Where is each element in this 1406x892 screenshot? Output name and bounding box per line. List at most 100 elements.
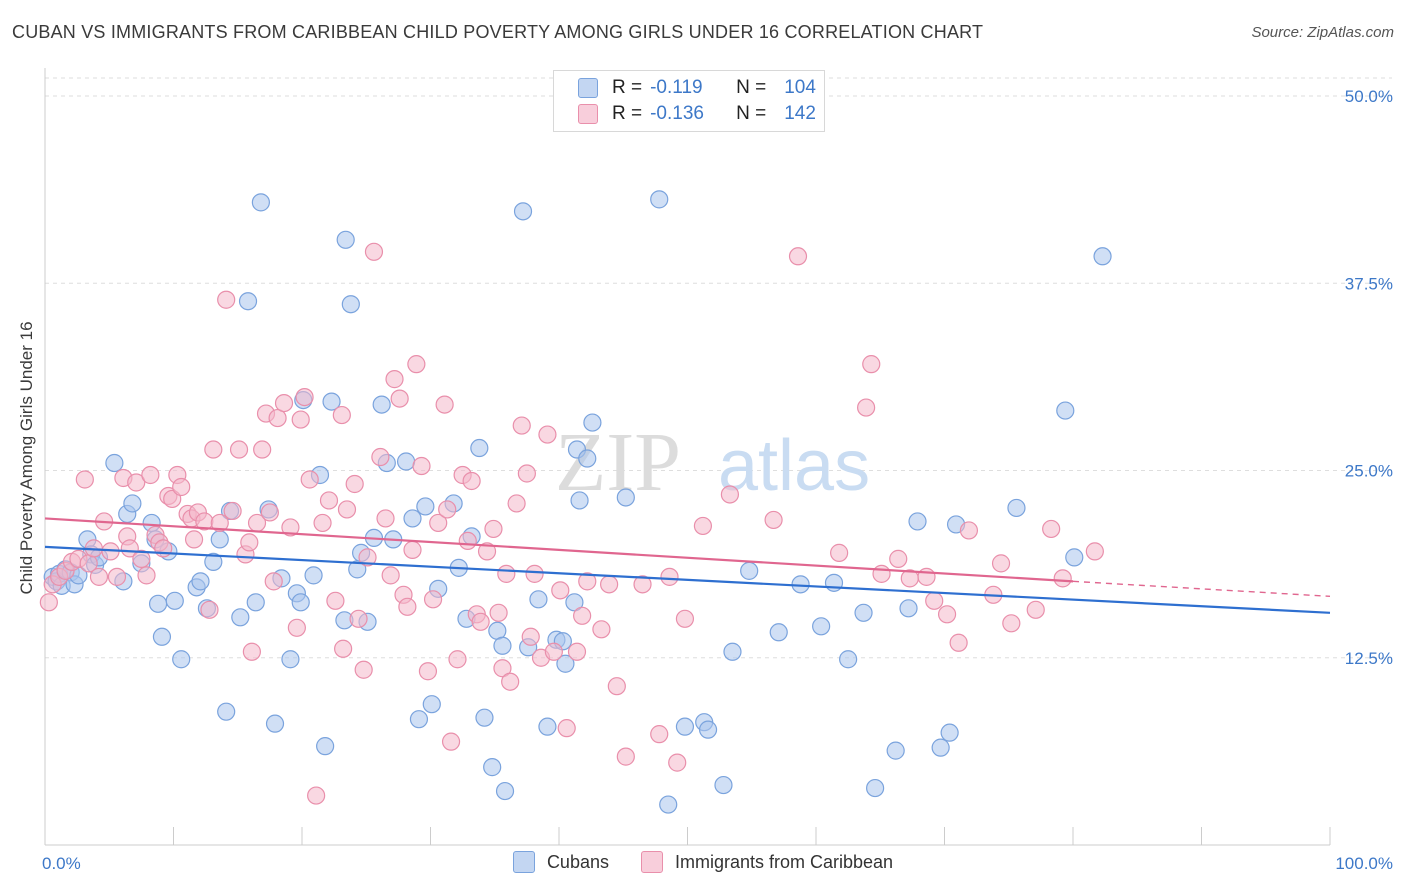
point-caribbean bbox=[764, 510, 783, 530]
point-cubans bbox=[650, 190, 669, 209]
legend-swatch-caribbean bbox=[578, 104, 598, 124]
trend-line-cubans bbox=[44, 545, 1331, 614]
point-caribbean bbox=[229, 440, 249, 459]
point-cubans bbox=[123, 494, 142, 513]
point-caribbean bbox=[204, 440, 223, 459]
point-caribbean bbox=[349, 609, 368, 628]
legend-swatch-cubans bbox=[578, 78, 598, 98]
grid-lines bbox=[45, 77, 1392, 659]
point-caribbean bbox=[217, 290, 236, 309]
point-caribbean bbox=[675, 609, 695, 628]
point-cubans bbox=[659, 795, 678, 814]
point-cubans bbox=[495, 781, 515, 801]
legend-r-label: R = bbox=[612, 103, 643, 124]
point-caribbean bbox=[1026, 600, 1045, 619]
point-cubans bbox=[238, 292, 258, 311]
point-caribbean bbox=[253, 440, 272, 459]
legend-row-cubans: R = -0.119 N = 104 bbox=[578, 77, 816, 99]
point-caribbean bbox=[371, 447, 390, 467]
point-caribbean bbox=[949, 633, 968, 652]
point-cubans bbox=[316, 737, 335, 756]
point-cubans bbox=[513, 202, 533, 221]
series-legend: Cubans Immigrants from Caribbean bbox=[0, 851, 1406, 873]
point-caribbean bbox=[497, 564, 516, 583]
point-caribbean bbox=[120, 539, 139, 558]
point-caribbean bbox=[633, 575, 652, 594]
point-caribbean bbox=[551, 581, 570, 600]
point-caribbean bbox=[720, 485, 740, 504]
point-cubans bbox=[740, 561, 759, 580]
point-caribbean bbox=[1085, 542, 1104, 561]
trend-line-caribbean-extension bbox=[1072, 580, 1331, 598]
point-caribbean bbox=[592, 620, 611, 639]
point-caribbean bbox=[376, 509, 395, 528]
point-caribbean bbox=[830, 543, 849, 562]
point-caribbean bbox=[403, 540, 422, 559]
point-caribbean bbox=[600, 575, 619, 594]
point-caribbean bbox=[264, 572, 283, 591]
legend-n-value: 104 bbox=[784, 77, 816, 98]
y-tick-label: 50.0% bbox=[1345, 87, 1393, 106]
point-caribbean bbox=[127, 473, 146, 492]
point-cubans bbox=[422, 695, 441, 714]
point-caribbean bbox=[525, 564, 544, 583]
series-caribbean bbox=[39, 242, 1104, 805]
point-caribbean bbox=[281, 518, 300, 537]
legend-n-value: 142 bbox=[784, 103, 816, 124]
point-caribbean bbox=[889, 549, 908, 568]
point-caribbean bbox=[184, 530, 204, 549]
point-cubans bbox=[723, 642, 742, 661]
point-caribbean bbox=[39, 593, 58, 612]
point-caribbean bbox=[857, 398, 876, 417]
point-cubans bbox=[824, 573, 844, 592]
point-caribbean bbox=[291, 410, 310, 429]
point-caribbean bbox=[1002, 614, 1021, 633]
point-cubans bbox=[251, 193, 270, 212]
legend-n-label: N = bbox=[736, 77, 767, 98]
point-cubans bbox=[1065, 548, 1084, 567]
point-cubans bbox=[416, 497, 435, 516]
point-caribbean bbox=[925, 591, 944, 610]
point-cubans bbox=[886, 741, 905, 760]
point-caribbean bbox=[364, 242, 384, 261]
point-cubans bbox=[908, 512, 927, 531]
point-caribbean bbox=[240, 533, 259, 552]
point-caribbean bbox=[477, 542, 497, 561]
point-cubans bbox=[191, 572, 210, 591]
point-caribbean bbox=[107, 567, 127, 586]
point-caribbean bbox=[412, 456, 431, 476]
point-cubans bbox=[165, 591, 184, 610]
point-caribbean bbox=[544, 642, 563, 661]
legend-item-cubans[interactable]: Cubans bbox=[512, 851, 609, 873]
legend-item-caribbean[interactable]: Immigrants from Caribbean bbox=[640, 851, 893, 873]
point-caribbean bbox=[521, 627, 540, 646]
series-cubans bbox=[43, 190, 1112, 814]
source-label: Source: ZipAtlas.com bbox=[1251, 24, 1394, 41]
point-caribbean bbox=[517, 464, 536, 483]
point-cubans bbox=[578, 449, 597, 468]
point-cubans bbox=[769, 623, 788, 642]
point-cubans bbox=[105, 453, 124, 473]
point-cubans bbox=[1007, 498, 1026, 518]
point-caribbean bbox=[441, 732, 461, 751]
point-caribbean bbox=[917, 567, 936, 586]
point-cubans bbox=[265, 714, 285, 733]
point-caribbean bbox=[326, 591, 345, 610]
axes bbox=[44, 68, 1331, 846]
point-caribbean bbox=[567, 642, 587, 661]
point-caribbean bbox=[390, 389, 409, 408]
point-cubans bbox=[217, 702, 236, 721]
point-caribbean bbox=[141, 465, 160, 485]
point-caribbean bbox=[650, 725, 669, 744]
legend-n-label: N = bbox=[736, 103, 767, 124]
point-cubans bbox=[940, 723, 959, 742]
y-axis-label: Child Poverty Among Girls Under 16 bbox=[17, 321, 36, 595]
point-cubans bbox=[493, 636, 512, 655]
point-caribbean bbox=[538, 425, 557, 444]
point-caribbean bbox=[334, 639, 353, 658]
point-caribbean bbox=[295, 387, 314, 407]
point-caribbean bbox=[512, 416, 531, 435]
point-caribbean bbox=[484, 519, 503, 539]
point-cubans bbox=[210, 530, 229, 549]
